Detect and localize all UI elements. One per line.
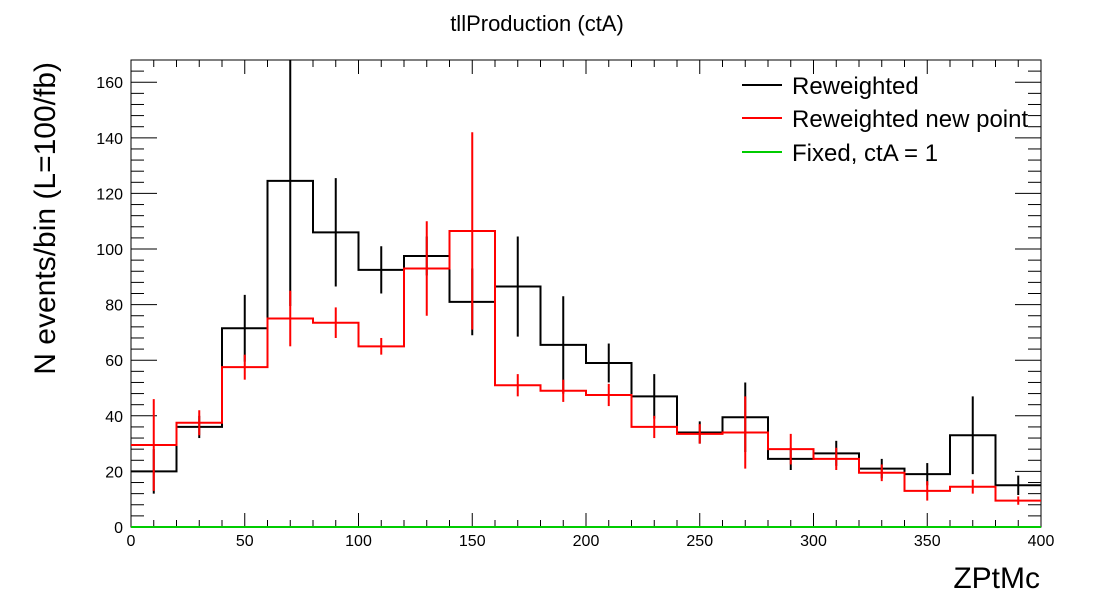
legend-label-reweighted-new-point: Reweighted new point [792,106,1028,133]
x-tick-label: 150 [459,533,486,550]
x-tick-label: 0 [127,533,136,550]
y-tick-label: 100 [96,242,123,259]
legend-label-fixed-cta-1: Fixed, ctA = 1 [792,140,938,167]
x-tick-label: 400 [1028,533,1055,550]
y-tick-label: 160 [96,75,123,92]
y-tick-label: 60 [105,353,123,370]
x-tick-label: 250 [686,533,713,550]
legend: Reweighted Reweighted new point Fixed, ctA… [742,73,1028,167]
plot-area: 0 50 100 150 200 250 300 350 400 0 20 40 60 80 100 120 1… [96,59,1055,550]
y-tick-label: 40 [105,409,123,426]
x-tick-label: 350 [914,533,941,550]
y-tick-label: 0 [114,520,123,537]
y-tick-label: 140 [96,131,123,148]
x-tick-label: 100 [345,533,372,550]
legend-label-reweighted: Reweighted [792,73,919,100]
x-tick-label: 200 [573,533,600,550]
x-axis-title: ZPtMc [953,562,1040,595]
y-tick-label: 20 [105,464,123,481]
y-tick-label: 120 [96,186,123,203]
chart-title: tllProduction (ctA) [450,11,624,36]
y-tick-label: 80 [105,298,123,315]
x-tick-label: 300 [800,533,827,550]
y-axis-title: N events/bin (L=100/fb) [29,62,62,375]
x-tick-label: 50 [236,533,254,550]
